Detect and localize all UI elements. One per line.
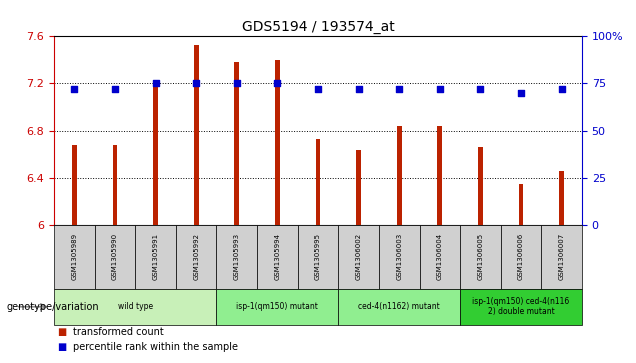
Text: GSM1306002: GSM1306002 [356,233,362,280]
Bar [478,147,483,225]
Point [69,86,80,92]
Point [232,81,242,86]
Text: GSM1305993: GSM1305993 [234,233,240,280]
Point [556,86,567,92]
Bar [315,139,321,225]
Point [354,86,364,92]
Text: wild type: wild type [118,302,153,311]
Bar [379,225,420,289]
Point [151,81,161,86]
Text: genotype/variation: genotype/variation [6,302,99,312]
Bar [153,81,158,225]
Bar [257,225,298,289]
Bar [72,145,77,225]
Text: ■: ■ [57,327,67,337]
Bar [135,225,176,289]
Text: GSM1305994: GSM1305994 [274,233,280,280]
Bar [216,225,257,289]
Bar [54,289,216,325]
Bar [559,171,564,225]
Bar [420,225,460,289]
Point [191,81,201,86]
Text: GSM1305989: GSM1305989 [71,233,78,280]
Bar [54,225,95,289]
Text: ced-4(n1162) mutant: ced-4(n1162) mutant [358,302,440,311]
Point [435,86,445,92]
Text: ■: ■ [57,342,67,352]
Text: GSM1305995: GSM1305995 [315,233,321,280]
Bar [275,60,280,225]
Text: GSM1306003: GSM1306003 [396,233,402,281]
Text: GSM1306004: GSM1306004 [437,233,443,280]
Point [313,86,323,92]
Bar [176,225,216,289]
Point [110,86,120,92]
Text: transformed count: transformed count [73,327,164,337]
Point [475,86,485,92]
Bar [216,289,338,325]
Bar [501,225,541,289]
Bar [356,150,361,225]
Text: percentile rank within the sample: percentile rank within the sample [73,342,238,352]
Bar [338,225,379,289]
Bar [541,225,582,289]
Bar [194,45,198,225]
Text: GSM1306007: GSM1306007 [558,233,565,281]
Bar [438,126,442,225]
Bar [397,126,402,225]
Text: isp-1(qm150) ced-4(n116
2) double mutant: isp-1(qm150) ced-4(n116 2) double mutant [473,297,570,317]
Point [272,81,282,86]
Bar [95,225,135,289]
Title: GDS5194 / 193574_at: GDS5194 / 193574_at [242,20,394,34]
Text: GSM1305990: GSM1305990 [112,233,118,280]
Point [394,86,404,92]
Bar [234,62,239,225]
Text: GSM1305992: GSM1305992 [193,233,199,280]
Bar [518,184,523,225]
Bar [113,145,118,225]
Bar [338,289,460,325]
Text: GSM1306006: GSM1306006 [518,233,524,281]
Text: GSM1306005: GSM1306005 [478,233,483,280]
Text: isp-1(qm150) mutant: isp-1(qm150) mutant [237,302,319,311]
Bar [298,225,338,289]
Bar [460,225,501,289]
Bar [460,289,582,325]
Point [516,90,526,96]
Text: GSM1305991: GSM1305991 [153,233,158,280]
